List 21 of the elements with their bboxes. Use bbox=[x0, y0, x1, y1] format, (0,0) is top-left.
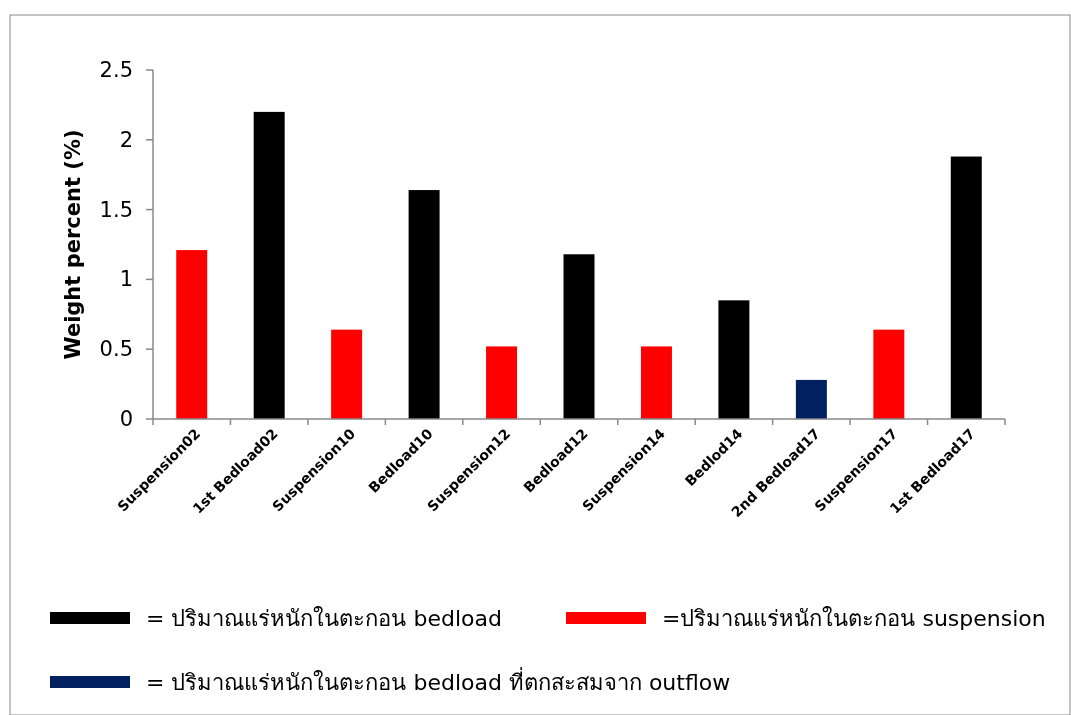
bar bbox=[640, 346, 672, 419]
bar bbox=[718, 300, 750, 419]
bar bbox=[873, 329, 905, 419]
y-tick-label: 0 bbox=[119, 407, 133, 431]
legend-label: = ปริมาณแร่หนักในตะกอน bedload ที่ตกสะสมจาก outflow bbox=[146, 666, 731, 695]
bar bbox=[563, 254, 595, 419]
bar bbox=[176, 250, 208, 419]
legend-label: =ปริมาณแร่หนักในตะกอน suspension bbox=[662, 605, 1046, 631]
y-tick-label: 2.5 bbox=[99, 58, 133, 82]
bar bbox=[486, 346, 518, 419]
bar bbox=[950, 156, 982, 419]
y-tick-label: 2 bbox=[119, 127, 133, 152]
y-tick-label: 1.5 bbox=[99, 197, 133, 222]
bar bbox=[331, 329, 363, 419]
bar bbox=[795, 379, 827, 419]
y-tick-label: 0.5 bbox=[99, 337, 133, 362]
bar bbox=[253, 111, 285, 419]
legend-label: = ปริมาณแร่หนักในตะกอน bedload bbox=[146, 605, 502, 631]
y-axis-title: Weight percent (%) bbox=[61, 129, 85, 360]
y-tick-label: 1 bbox=[119, 267, 133, 292]
bar bbox=[408, 190, 440, 419]
